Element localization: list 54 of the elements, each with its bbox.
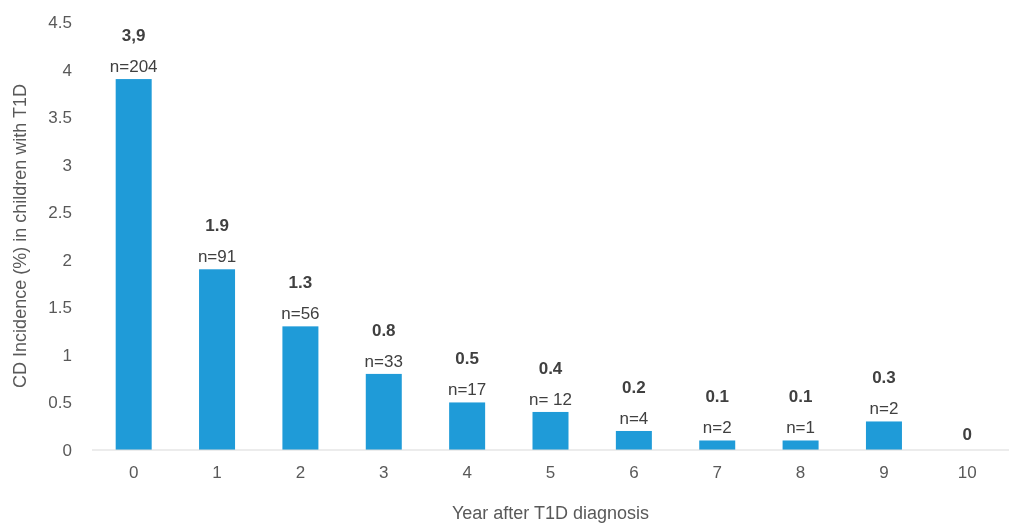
- x-tick-label: 0: [128, 463, 139, 482]
- y-tick-label: 1.5: [48, 298, 72, 318]
- data-label: 0.2: [622, 377, 646, 397]
- data-label: 0.4: [538, 358, 563, 378]
- y-tick-label: 0.5: [48, 393, 72, 413]
- y-tick-label: 4.5: [48, 12, 72, 32]
- bar: [449, 402, 486, 450]
- y-tick-label: 1: [62, 345, 72, 365]
- x-axis-title: Year after T1D diagnosis: [451, 503, 650, 523]
- x-tick-label: 7: [712, 463, 722, 482]
- annotation: n=91: [197, 247, 237, 267]
- x-tick-label: 8: [795, 463, 806, 482]
- data-label: 1.9: [205, 216, 229, 236]
- bar: [115, 79, 152, 450]
- bar: [199, 269, 236, 450]
- bar: [699, 440, 736, 450]
- y-tick-label: 2.5: [48, 203, 72, 223]
- x-tick-label: 1: [212, 463, 222, 482]
- y-tick-label: 4: [62, 60, 72, 80]
- x-tick-label: 3: [379, 463, 389, 482]
- x-tick-label: 9: [879, 463, 889, 482]
- bar: [782, 440, 819, 450]
- bar: [282, 326, 319, 450]
- data-label: 0: [962, 425, 973, 444]
- x-tick-label: 4: [462, 463, 472, 482]
- annotation: n=4: [619, 408, 649, 428]
- bar: [365, 373, 402, 450]
- annotation: n=204: [109, 57, 158, 77]
- annotation: n=56: [281, 304, 320, 324]
- y-tick-label: 3.5: [48, 108, 72, 128]
- data-label: 0.1: [705, 387, 730, 407]
- annotation: n=17: [447, 380, 487, 400]
- y-tick-label: 0: [62, 440, 72, 460]
- x-tick-label: 6: [629, 463, 639, 482]
- x-tick-label: 10: [957, 463, 977, 482]
- data-label: 0.1: [788, 387, 813, 407]
- bar: [615, 430, 652, 450]
- annotation: n=2: [869, 399, 899, 419]
- data-label: 3,9: [121, 26, 146, 46]
- data-label: 0.5: [455, 349, 479, 369]
- bar: [865, 421, 902, 450]
- data-label: 0.3: [872, 368, 896, 388]
- y-tick-label: 2: [62, 250, 72, 270]
- annotation: n=1: [786, 418, 816, 438]
- x-tick-label: 5: [545, 463, 556, 482]
- annotation: n= 12: [528, 389, 573, 409]
- data-label: 1.3: [288, 273, 313, 293]
- x-tick-label: 2: [295, 463, 306, 482]
- annotation: n=33: [364, 351, 403, 371]
- bar: [532, 411, 569, 450]
- data-label: 0.8: [371, 320, 396, 340]
- y-tick-label: 3: [62, 155, 72, 175]
- y-axis-title: CD Incidence (%) in children with T1D: [10, 84, 30, 388]
- annotation: n=2: [702, 418, 732, 438]
